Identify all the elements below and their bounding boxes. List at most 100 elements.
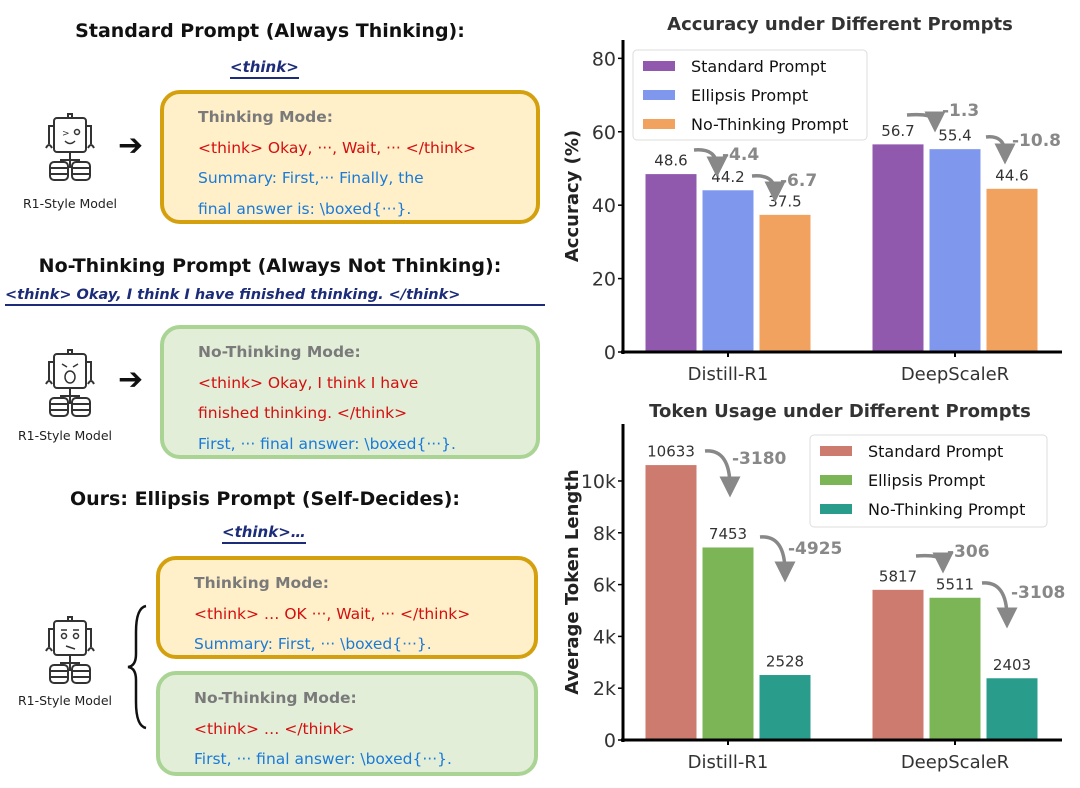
chart-title: Token Usage under Different Prompts — [649, 401, 1031, 422]
svg-text:>: > — [62, 129, 70, 139]
bar-value-label: 2403 — [993, 656, 1031, 674]
bar-value-label: 10633 — [647, 443, 695, 461]
difference-annotation: -10.8 — [1012, 131, 1061, 151]
bar-ellipsis-prompt — [701, 189, 755, 353]
y-tick-label: 60 — [592, 122, 616, 144]
no-thinking-mode-box: No-Thinking Mode: <think> … </think> Fir… — [156, 671, 538, 776]
bar-no-thinking-prompt — [758, 674, 812, 741]
legend-box — [632, 49, 868, 141]
y-tick-label: 6k — [593, 575, 616, 597]
think-text: finished thinking. </think> — [198, 404, 408, 422]
legend-label: No-Thinking Prompt — [691, 115, 848, 134]
x-tick-label: DeepScaleR — [901, 364, 1009, 385]
mode-label: No-Thinking Mode: — [198, 343, 361, 361]
bar-standard-prompt — [871, 143, 925, 353]
x-tick-label: Distill-R1 — [688, 752, 769, 773]
x-tick-label: Distill-R1 — [688, 364, 769, 385]
model-label: R1-Style Model — [17, 693, 113, 708]
think-text: <think> … </think> — [194, 719, 355, 738]
bar-value-label: 44.6 — [995, 166, 1028, 184]
bar-value-label: 2528 — [766, 653, 804, 671]
think-text: <think> Okay, ···, Wait, ··· </think> — [198, 138, 476, 157]
model-label: R1-Style Model — [22, 196, 118, 211]
bar-value-label: 44.2 — [711, 168, 744, 186]
curved-arrow-icon — [906, 111, 946, 133]
bar-value-label: 56.7 — [881, 122, 914, 140]
robot-thinking-icon — [45, 616, 95, 684]
standard-prompt-title: Standard Prompt (Always Thinking): — [75, 20, 465, 42]
y-tick-label: 8k — [593, 523, 616, 545]
difference-annotation: -6.7 — [780, 171, 817, 191]
think-text: <think> … OK ···, Wait, ··· </think> — [194, 604, 471, 623]
thinking-mode-box: Thinking Mode: <think> Okay, ···, Wait, … — [160, 90, 540, 224]
y-tick-label: 0 — [604, 342, 616, 364]
difference-annotation: -306 — [947, 542, 990, 562]
difference-annotation: -4925 — [788, 539, 842, 559]
ellipsis-prompt-text: <think>… — [222, 523, 306, 544]
bar-standard-prompt — [644, 464, 698, 741]
y-tick-label: 20 — [592, 269, 616, 291]
y-axis-label: Accuracy (%) — [562, 130, 583, 262]
curved-arrow-icon — [704, 449, 741, 498]
bar-value-label: 48.6 — [654, 152, 687, 170]
y-tick-label: 4k — [593, 626, 616, 648]
arrow-right-icon: ➔ — [118, 362, 144, 397]
legend-swatch — [643, 119, 675, 129]
legend-box — [809, 434, 1048, 528]
thinking-mode-box: Thinking Mode: <think> … OK ···, Wait, ·… — [156, 556, 538, 659]
legend-label: No-Thinking Prompt — [868, 500, 1025, 519]
curly-brace-icon — [127, 604, 147, 730]
no-thinking-prompt-text: <think> Okay, I think I have finished th… — [5, 287, 545, 306]
bar-no-thinking-prompt — [985, 677, 1039, 741]
bar-ellipsis-prompt — [701, 546, 755, 741]
summary-text: final answer is: \boxed{···}. — [198, 199, 412, 218]
legend-label: Standard Prompt — [691, 57, 826, 76]
ellipsis-prompt-title: Ours: Ellipsis Prompt (Self-Decides): — [70, 488, 460, 510]
bar-value-label: 7453 — [709, 525, 747, 543]
curved-arrow-icon — [759, 535, 796, 583]
no-thinking-prompt-title: No-Thinking Prompt (Always Not Thinking)… — [38, 255, 502, 277]
bar-ellipsis-prompt — [928, 596, 982, 741]
answer-text: First, ··· final answer: \boxed{···}. — [198, 434, 456, 453]
y-tick-label: 10k — [581, 471, 616, 493]
curved-arrow-icon — [915, 552, 954, 574]
legend-swatch — [643, 61, 675, 71]
difference-annotation: -1.3 — [942, 101, 979, 121]
bar-value-label: 5511 — [936, 575, 974, 593]
y-tick-label: 2k — [593, 678, 616, 700]
legend-swatch — [820, 475, 852, 485]
x-tick-label: DeepScaleR — [901, 752, 1009, 773]
arrow-right-icon: ➔ — [118, 128, 144, 163]
y-axis-label: Average Token Length — [562, 469, 583, 694]
standard-prompt-text: <think> — [230, 58, 299, 79]
answer-text: First, ··· final answer: \boxed{···}. — [194, 750, 452, 768]
bar-standard-prompt — [644, 173, 698, 353]
model-label: R1-Style Model — [17, 428, 113, 443]
legend-swatch — [643, 90, 675, 100]
no-thinking-mode-box: No-Thinking Mode: <think> Okay, I think … — [160, 325, 540, 459]
bar-no-thinking-prompt — [758, 213, 812, 353]
chart-title: Accuracy under Different Prompts — [667, 14, 1013, 35]
legend-label: Standard Prompt — [868, 442, 1003, 461]
difference-annotation: -4.4 — [722, 145, 759, 165]
think-text: <think> Okay, I think I have — [198, 373, 419, 392]
legend-label: Ellipsis Prompt — [691, 86, 808, 105]
legend-swatch — [820, 504, 852, 514]
difference-annotation: -3180 — [732, 449, 787, 469]
difference-annotation: -3108 — [1011, 583, 1065, 603]
bar-ellipsis-prompt — [928, 148, 982, 353]
y-tick-label: 40 — [592, 195, 616, 217]
mode-label: Thinking Mode: — [198, 108, 333, 126]
bar-value-label: 37.5 — [768, 192, 801, 210]
bar-value-label: 5817 — [879, 567, 917, 585]
curved-arrow-icon — [985, 135, 1016, 165]
summary-text: Summary: First,··· Finally, the — [198, 169, 424, 187]
legend-label: Ellipsis Prompt — [868, 471, 985, 490]
curved-arrow-icon — [981, 581, 1018, 629]
curved-arrow-icon — [751, 174, 786, 203]
bar-no-thinking-prompt — [985, 187, 1039, 353]
legend-swatch — [820, 446, 852, 456]
mode-label: No-Thinking Mode: — [194, 689, 357, 707]
bar-standard-prompt — [871, 588, 925, 741]
